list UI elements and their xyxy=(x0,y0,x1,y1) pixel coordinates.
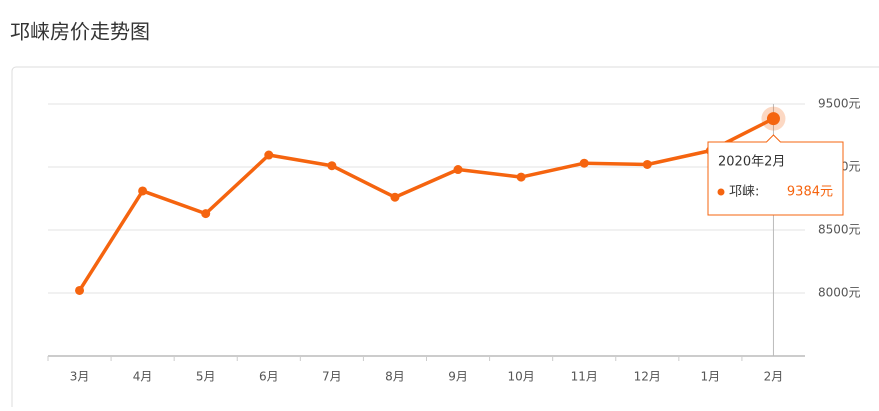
point xyxy=(75,285,85,295)
y-tick-label: 8500元 xyxy=(818,223,861,237)
tooltip-box xyxy=(707,134,844,216)
x-tick-label: 11月 xyxy=(571,370,598,384)
x-tick-label: 10月 xyxy=(507,370,534,384)
x-tick-label: 4月 xyxy=(133,370,153,384)
point xyxy=(453,165,463,175)
point xyxy=(201,209,211,219)
x-tick-label: 3月 xyxy=(70,370,90,384)
x-tick-label: 5月 xyxy=(196,370,216,384)
x-tick-label: 12月 xyxy=(634,370,661,384)
point xyxy=(579,158,589,168)
tooltip-title: 2020年2月 xyxy=(718,155,785,170)
line xyxy=(78,117,775,292)
point xyxy=(390,192,400,202)
x-tick-label: 2月 xyxy=(764,370,784,384)
tooltip-dot xyxy=(717,188,725,196)
point xyxy=(327,161,337,171)
point xyxy=(516,172,526,182)
x-tick-label: 8月 xyxy=(385,370,405,384)
x-tick-label: 1月 xyxy=(701,370,721,384)
x-tick-label: 7月 xyxy=(322,370,342,384)
card xyxy=(11,66,879,411)
tooltip-name: 邛崃: xyxy=(729,185,759,200)
chart-title: 邛崃房价走势图 xyxy=(10,20,150,44)
y-tick-label: 8000元 xyxy=(818,286,861,300)
point xyxy=(766,112,780,126)
y-tick-label: 9500元 xyxy=(818,97,861,111)
point xyxy=(264,150,274,160)
point xyxy=(138,186,148,196)
x-tick-label: 6月 xyxy=(259,370,279,384)
tooltip-value: 9384元 xyxy=(787,185,833,200)
x-tick-label: 9月 xyxy=(448,370,468,384)
point xyxy=(642,159,652,169)
